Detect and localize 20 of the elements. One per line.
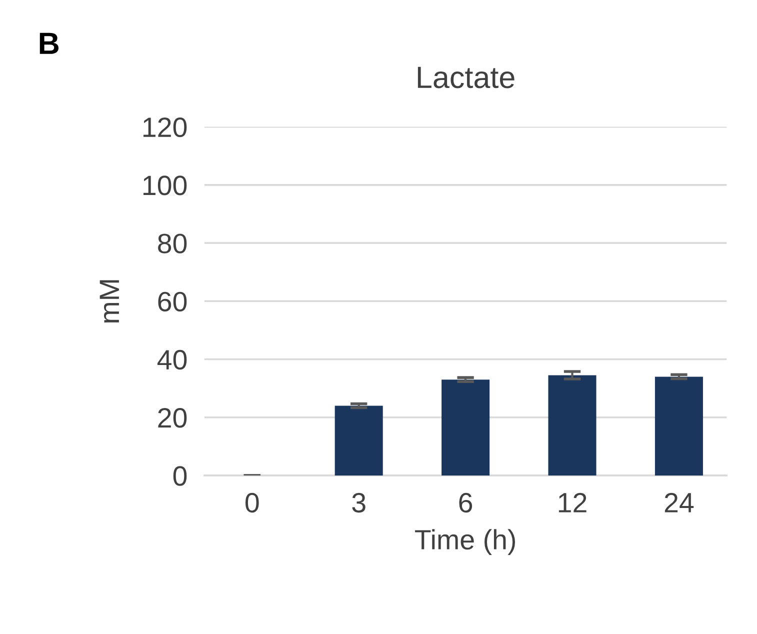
bar [654, 376, 703, 476]
bar [442, 380, 490, 476]
x-tick-label: 24 [664, 492, 694, 512]
y-tick-label: 0 [173, 466, 187, 486]
x-axis-title: Time (h) [415, 529, 516, 556]
y-tick-label: 20 [158, 408, 187, 428]
bar [334, 406, 383, 476]
x-tick-label: 3 [352, 492, 366, 513]
y-tick-label: 60 [158, 292, 187, 312]
x-tick-label: 0 [246, 492, 259, 513]
y-tick-label: 100 [144, 176, 187, 196]
bar [548, 375, 596, 476]
text: B [40, 32, 59, 54]
chart-title: Lactate [418, 66, 514, 88]
x-tick-label: 12 [558, 492, 586, 512]
y-tick-label: 120 [144, 117, 187, 138]
y-tick-label: 80 [158, 234, 187, 254]
y-tick-label: 40 [157, 350, 187, 370]
y-axis-title: mM [100, 280, 119, 322]
x-tick-label: 6 [459, 492, 472, 513]
